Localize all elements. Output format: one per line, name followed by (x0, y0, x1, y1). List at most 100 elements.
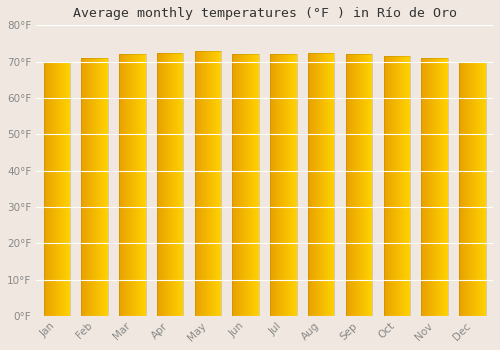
Bar (270, 54, 296, 316)
Bar (252, 54, 253, 316)
Bar (331, 52, 332, 316)
Bar (174, 52, 175, 316)
Bar (66, 62, 67, 316)
Bar (51, 62, 52, 316)
Bar (125, 54, 126, 316)
Bar (220, 51, 221, 316)
Bar (60, 62, 61, 316)
Bar (355, 54, 356, 316)
Bar (138, 54, 139, 316)
Bar (481, 62, 482, 316)
Bar (461, 62, 462, 316)
Bar (368, 54, 369, 316)
Bar (143, 54, 144, 316)
Bar (320, 52, 321, 316)
Bar (240, 54, 241, 316)
Bar (127, 54, 128, 316)
Bar (352, 54, 353, 316)
Bar (270, 54, 271, 316)
Bar (182, 52, 184, 316)
Bar (169, 52, 170, 316)
Bar (387, 56, 388, 316)
Bar (398, 56, 400, 316)
Bar (246, 54, 247, 316)
Bar (208, 51, 210, 316)
Bar (350, 54, 351, 316)
Bar (467, 62, 468, 316)
Bar (130, 54, 131, 316)
Bar (248, 54, 249, 316)
Bar (236, 54, 237, 316)
Bar (288, 54, 290, 316)
Bar (217, 51, 218, 316)
Bar (354, 54, 355, 316)
Bar (472, 62, 473, 316)
Bar (484, 62, 485, 316)
Bar (364, 54, 365, 316)
Bar (459, 62, 460, 316)
Bar (329, 52, 330, 316)
Bar (436, 58, 437, 316)
Bar (348, 54, 349, 316)
Bar (249, 54, 250, 316)
Bar (139, 54, 140, 316)
Bar (103, 58, 104, 316)
Bar (45, 62, 46, 316)
Bar (359, 54, 360, 316)
Bar (422, 58, 448, 316)
Bar (161, 52, 162, 316)
Bar (426, 58, 428, 316)
Bar (247, 54, 248, 316)
Bar (480, 62, 481, 316)
Bar (106, 58, 107, 316)
Bar (275, 54, 276, 316)
Bar (137, 54, 138, 316)
Bar (431, 58, 432, 316)
Bar (119, 54, 120, 316)
Bar (363, 54, 364, 316)
Bar (385, 56, 386, 316)
Bar (347, 54, 348, 316)
Bar (476, 62, 477, 316)
Bar (44, 62, 45, 316)
Bar (134, 54, 135, 316)
Bar (445, 58, 446, 316)
Bar (158, 52, 159, 316)
Bar (317, 52, 318, 316)
Bar (157, 52, 184, 316)
Bar (68, 62, 70, 316)
Bar (142, 54, 143, 316)
Title: Average monthly temperatures (°F ) in Río de Oro: Average monthly temperatures (°F ) in Rí… (72, 7, 456, 20)
Bar (396, 56, 398, 316)
Bar (272, 54, 273, 316)
Bar (444, 58, 445, 316)
Bar (288, 54, 289, 316)
Bar (294, 54, 296, 316)
Bar (274, 54, 275, 316)
Bar (133, 54, 134, 316)
Bar (62, 62, 63, 316)
Bar (366, 54, 367, 316)
Bar (466, 62, 467, 316)
Bar (56, 62, 57, 316)
Bar (233, 54, 234, 316)
Bar (44, 62, 70, 316)
Bar (245, 54, 246, 316)
Bar (210, 51, 211, 316)
Bar (323, 52, 324, 316)
Bar (159, 52, 160, 316)
Bar (244, 54, 245, 316)
Bar (120, 54, 121, 316)
Bar (308, 52, 334, 316)
Bar (392, 56, 393, 316)
Bar (321, 52, 322, 316)
Bar (232, 54, 233, 316)
Bar (469, 62, 470, 316)
Bar (144, 54, 145, 316)
Bar (324, 52, 325, 316)
Bar (446, 58, 447, 316)
Bar (166, 52, 167, 316)
Bar (243, 54, 244, 316)
Bar (47, 62, 48, 316)
Bar (365, 54, 366, 316)
